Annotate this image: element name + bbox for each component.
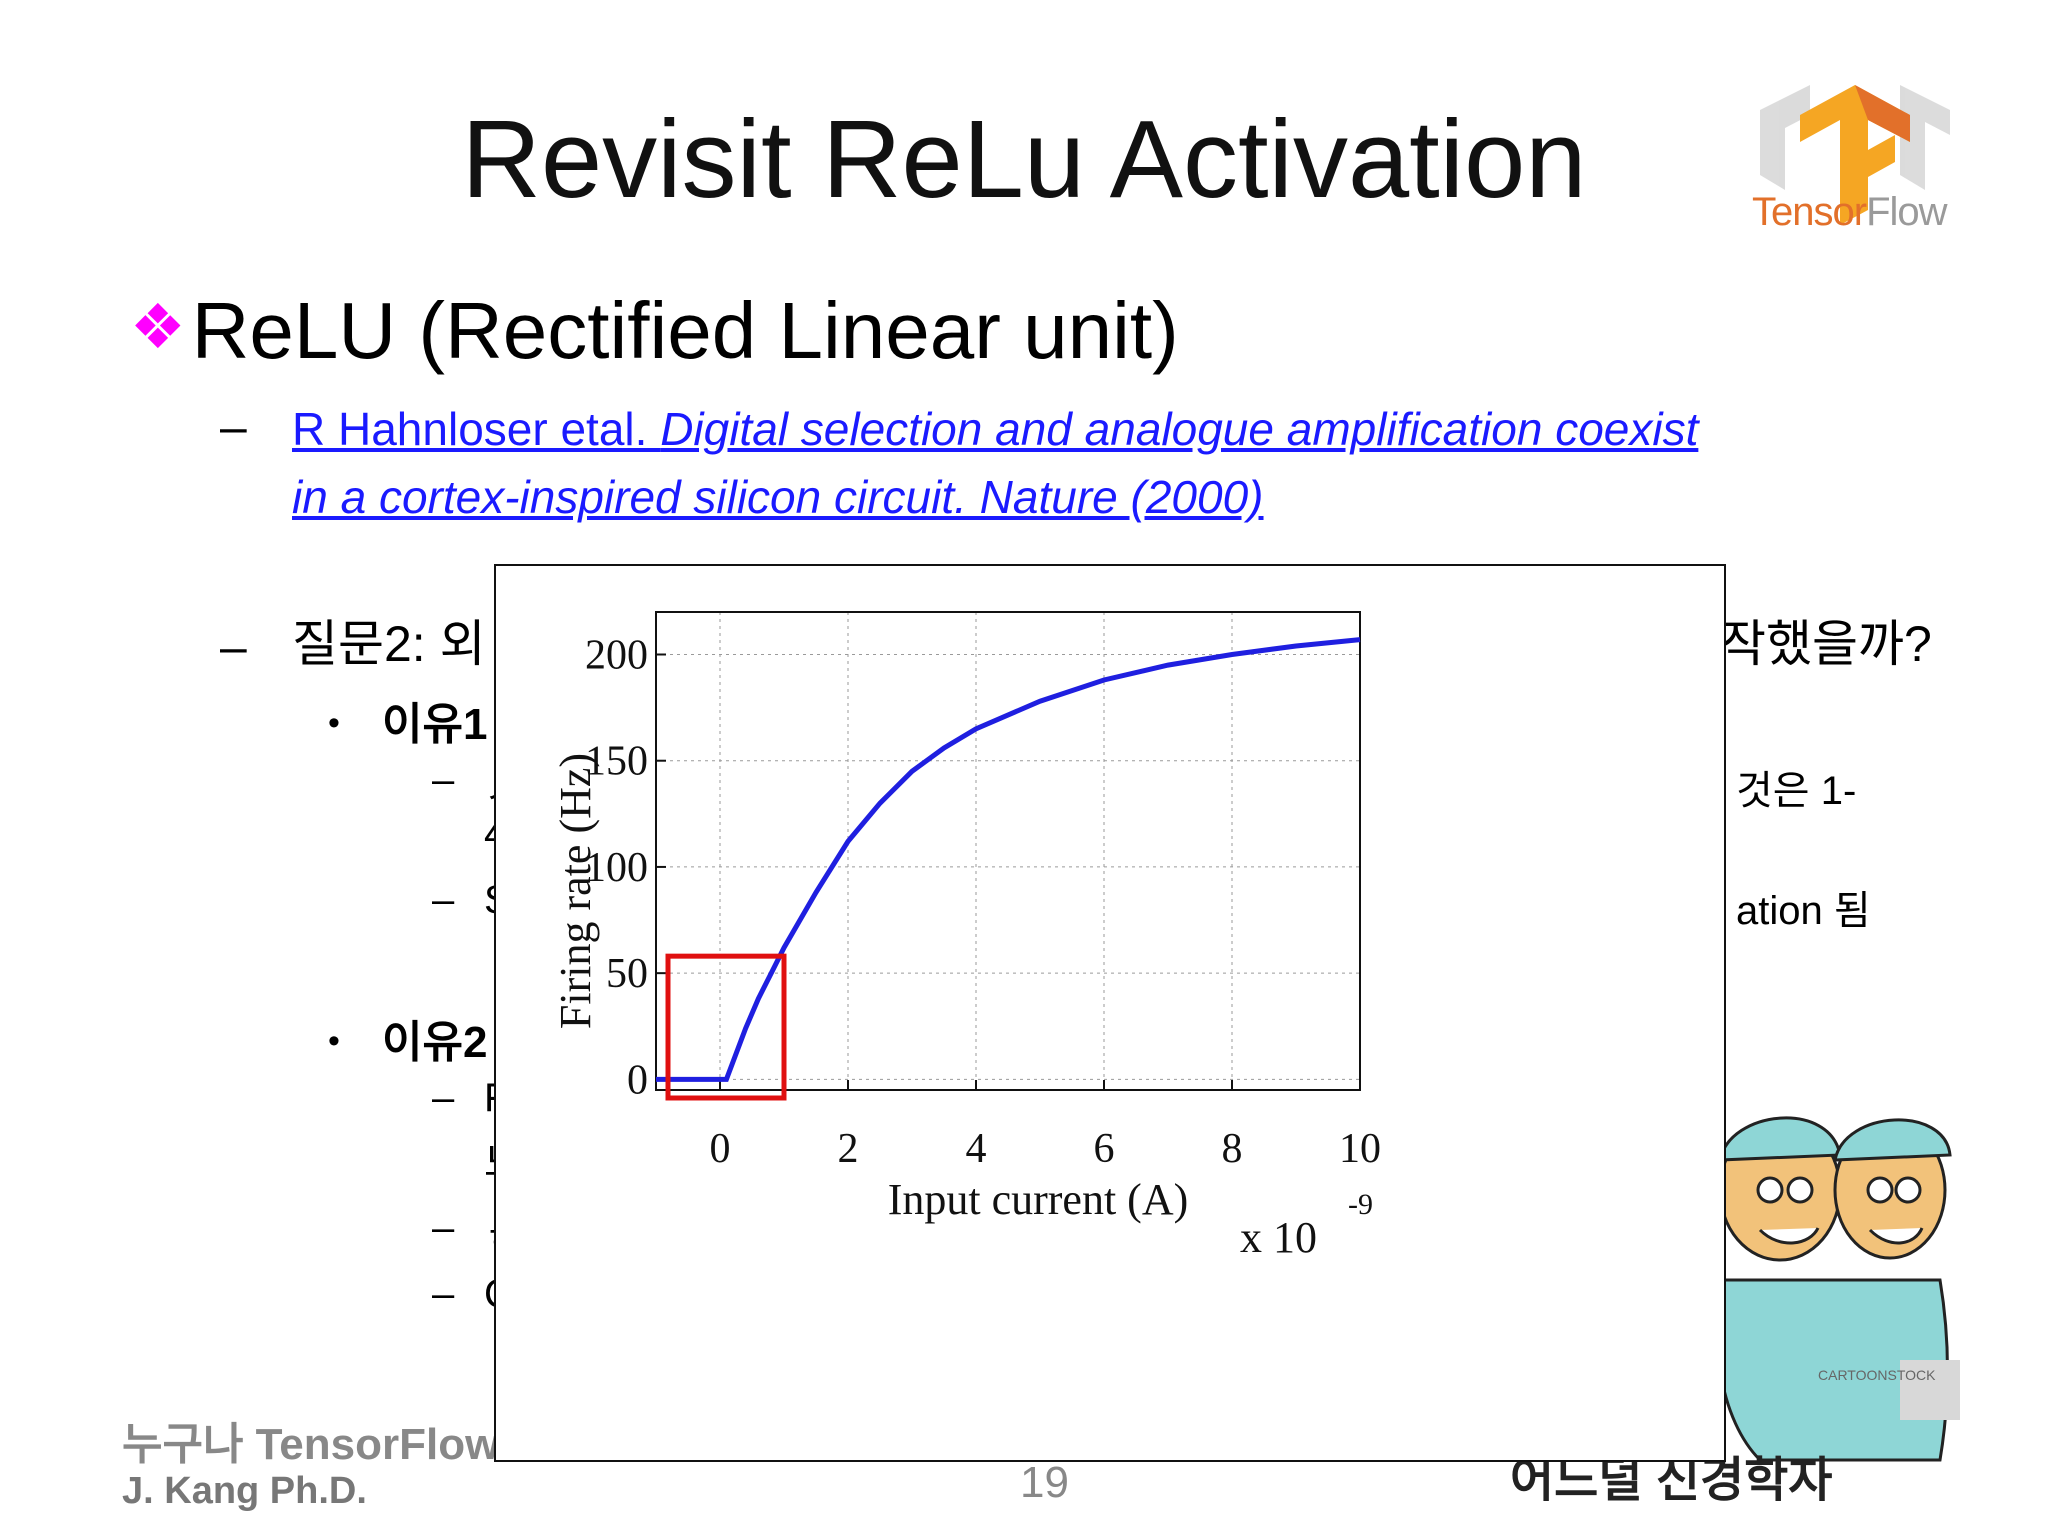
diamond-bullet-icon: ❖ (130, 293, 186, 362)
sub1-right-text: 것은 1- (1736, 769, 1857, 813)
question-text-right: 작했을까? (1720, 616, 1932, 672)
reference-dash: – (220, 401, 247, 454)
y-tick-label: 150 (585, 739, 648, 785)
footer-course-title: 누구나 TensorFlow! (122, 1420, 514, 1469)
sub-dash: – (432, 1272, 455, 1316)
x-multiplier-exponent: -9 (1348, 1188, 1373, 1221)
x-tick-label: 8 (1222, 1126, 1243, 1172)
x-tick-label: 0 (710, 1126, 731, 1172)
question-text-left: 질문2: 외 (292, 616, 486, 672)
main-bullet: ❖ReLU (Rectified Linear unit) (130, 282, 1179, 377)
y-tick-label: 50 (606, 951, 648, 997)
x-tick-label: 10 (1339, 1126, 1381, 1172)
slide-title: Revisit ReLu Activation (461, 98, 1587, 221)
y-tick-label: 0 (627, 1057, 648, 1103)
x-tick-label: 6 (1094, 1126, 1115, 1172)
main-bullet-text: ReLU (Rectified Linear unit) (191, 286, 1179, 375)
x-axis-title: Input current (A) (888, 1175, 1189, 1224)
sub-dash: – (432, 878, 455, 922)
x-tick-label: 2 (838, 1126, 859, 1172)
page-number: 19 (1020, 1458, 1069, 1507)
sub-dash: – (432, 1076, 455, 1120)
footer-author: J. Kang Ph.D. (122, 1470, 367, 1512)
y-tick-label: 100 (585, 845, 648, 891)
bullet-dot: • (328, 1022, 340, 1060)
y-axis-title: Firing rate (Hz) (551, 753, 600, 1029)
sub2-right-text: ation 됨 (1736, 889, 1871, 933)
firing-rate-chart-panel: 0 2 4 6 8 10 0 50 100 150 200 Input current (A) Fi… (494, 564, 1726, 1462)
reference-link[interactable]: R Hahnloser etal. Digital selection and … (292, 403, 1699, 455)
reason2-label: 이유2 (382, 1018, 488, 1067)
plot-frame (655, 611, 1361, 1091)
x-multiplier-label: x 10 (1240, 1213, 1317, 1262)
reference-link-line2[interactable]: in a cortex-inspired silicon circuit. Na… (292, 471, 1264, 523)
grid-layer (656, 612, 1361, 1090)
x-tick-label: 4 (966, 1126, 987, 1172)
cartoon-caption: 어느덜 신경학자 (1510, 1454, 1833, 1507)
bullet-dot: • (328, 704, 340, 742)
cartoon-watermark: CARTOONSTOCK (1818, 1367, 1936, 1383)
question-dash: – (220, 621, 247, 674)
sub-dash: – (432, 1206, 455, 1250)
series-curve (656, 637, 1361, 1082)
reason1-label: 이유1 (382, 700, 488, 749)
y-tick-label: 200 (585, 632, 648, 678)
sub-dash: – (432, 758, 455, 802)
tensorflow-logo-text: TensorFlow (1752, 190, 1948, 234)
highlight-box (665, 953, 787, 1101)
scientists-cartoon-icon: CARTOONSTOCK (1700, 960, 1960, 1480)
tensorflow-logo-icon (1760, 85, 1950, 225)
